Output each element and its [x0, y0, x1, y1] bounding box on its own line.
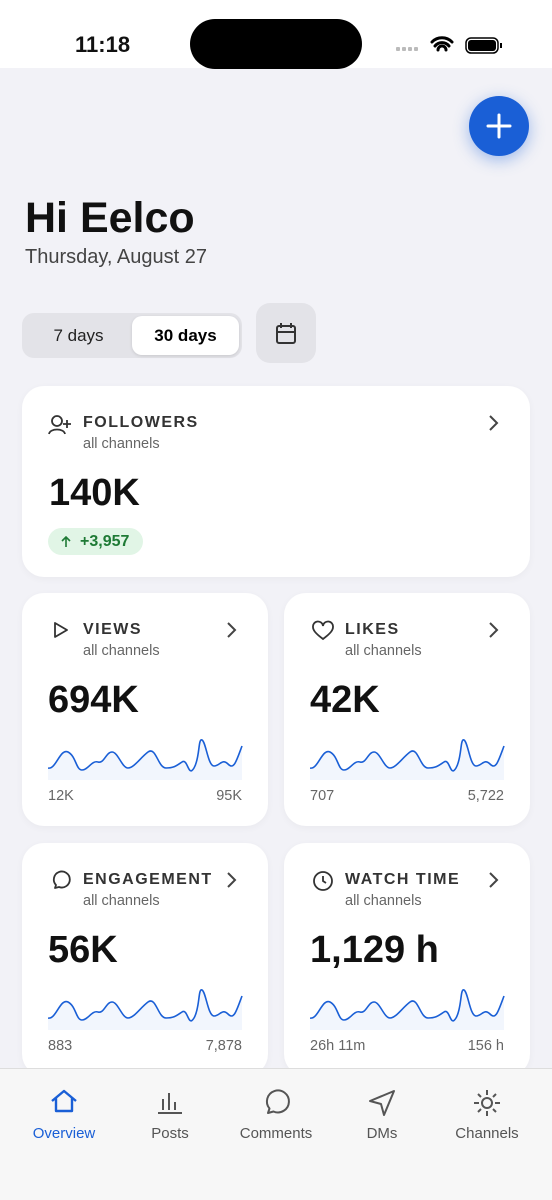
- chevron: [489, 872, 499, 888]
- chevron: [489, 622, 499, 638]
- card-value: 694K: [48, 679, 139, 721]
- calendar-button[interactable]: [256, 303, 316, 363]
- sparkline: [48, 739, 243, 780]
- range-max: 95K: [216, 788, 242, 804]
- sparkline: [48, 989, 243, 1030]
- card-subtitle: all channels: [83, 893, 160, 909]
- tab-icon[interactable]: [472, 1088, 502, 1118]
- greeting-date: Thursday, August 27: [25, 246, 207, 268]
- card-label: ENGAGEMENT: [83, 871, 213, 888]
- range-option[interactable]: 30 days: [132, 316, 239, 355]
- metric-card[interactable]: WATCH TIME all channels 1,129 h 26h 11m 156 …: [284, 843, 530, 1076]
- range-min: 883: [48, 1038, 73, 1054]
- card-subtitle: all channels: [345, 893, 422, 909]
- range-control: 7 days 30 days: [22, 313, 242, 358]
- change-badge: +3,957: [48, 528, 144, 555]
- range-option[interactable]: 7 days: [53, 326, 104, 345]
- tab-label[interactable]: Posts: [151, 1125, 189, 1142]
- chevron: [489, 415, 499, 431]
- card-value: 140K: [49, 472, 140, 514]
- range-min: 26h 11m: [310, 1038, 366, 1054]
- time: 11:18: [75, 32, 131, 57]
- range-min: 707: [310, 788, 335, 804]
- card-value: 56K: [48, 929, 118, 971]
- card-value: 42K: [310, 679, 380, 721]
- chevron: [227, 622, 237, 638]
- change-value: +3,957: [80, 533, 130, 550]
- greeting-title: Hi Eelco: [25, 194, 195, 242]
- chevron: [227, 872, 237, 888]
- range-max: 7,878: [205, 1038, 242, 1054]
- metric-card[interactable]: VIEWS all channels 694K 12K 95K: [22, 593, 268, 826]
- tab-icon[interactable]: [155, 1088, 185, 1118]
- card-subtitle: all channels: [83, 436, 160, 452]
- range-max: 5,722: [467, 788, 504, 804]
- dynamic-island: [190, 19, 362, 69]
- card-label: WATCH TIME: [345, 871, 461, 888]
- sparkline: [310, 989, 505, 1030]
- range-max: 156 h: [467, 1038, 504, 1054]
- metric-icon: [52, 870, 71, 889]
- tab-icon[interactable]: [367, 1088, 397, 1118]
- tab-label[interactable]: Overview: [32, 1125, 96, 1142]
- metric-card[interactable]: ENGAGEMENT all channels 56K 883 7,878: [22, 843, 268, 1076]
- up-arrow: [61, 536, 71, 547]
- card-subtitle: all channels: [345, 643, 422, 659]
- status-icons: [396, 36, 502, 54]
- card-subtitle: all channels: [83, 643, 160, 659]
- card-value: 1,129 h: [310, 929, 439, 971]
- metric-icon: [313, 871, 333, 891]
- card-label: VIEWS: [83, 621, 143, 638]
- sparkline: [310, 739, 505, 780]
- card-label: LIKES: [345, 621, 400, 638]
- tab-label[interactable]: DMs: [366, 1125, 398, 1142]
- add-button[interactable]: [464, 92, 534, 162]
- tab-label[interactable]: Channels: [455, 1125, 519, 1142]
- metric-card[interactable]: LIKES all channels 42K 707 5,722: [284, 593, 530, 826]
- followers-card[interactable]: FOLLOWERS all channels 140K +3,957: [22, 386, 530, 577]
- tab-bar: Overview Posts Comments DMs Channels: [0, 1068, 552, 1200]
- tab-label[interactable]: Comments: [239, 1125, 313, 1142]
- followers-icon: [48, 415, 71, 435]
- range-min: 12K: [48, 788, 74, 804]
- metric-icon: [312, 620, 334, 641]
- metric-icon: [54, 622, 68, 638]
- tab-icon[interactable]: [261, 1088, 291, 1118]
- tab-icon[interactable]: [49, 1088, 79, 1118]
- status-bar: 11:18: [0, 0, 552, 69]
- card-label: FOLLOWERS: [83, 414, 199, 431]
